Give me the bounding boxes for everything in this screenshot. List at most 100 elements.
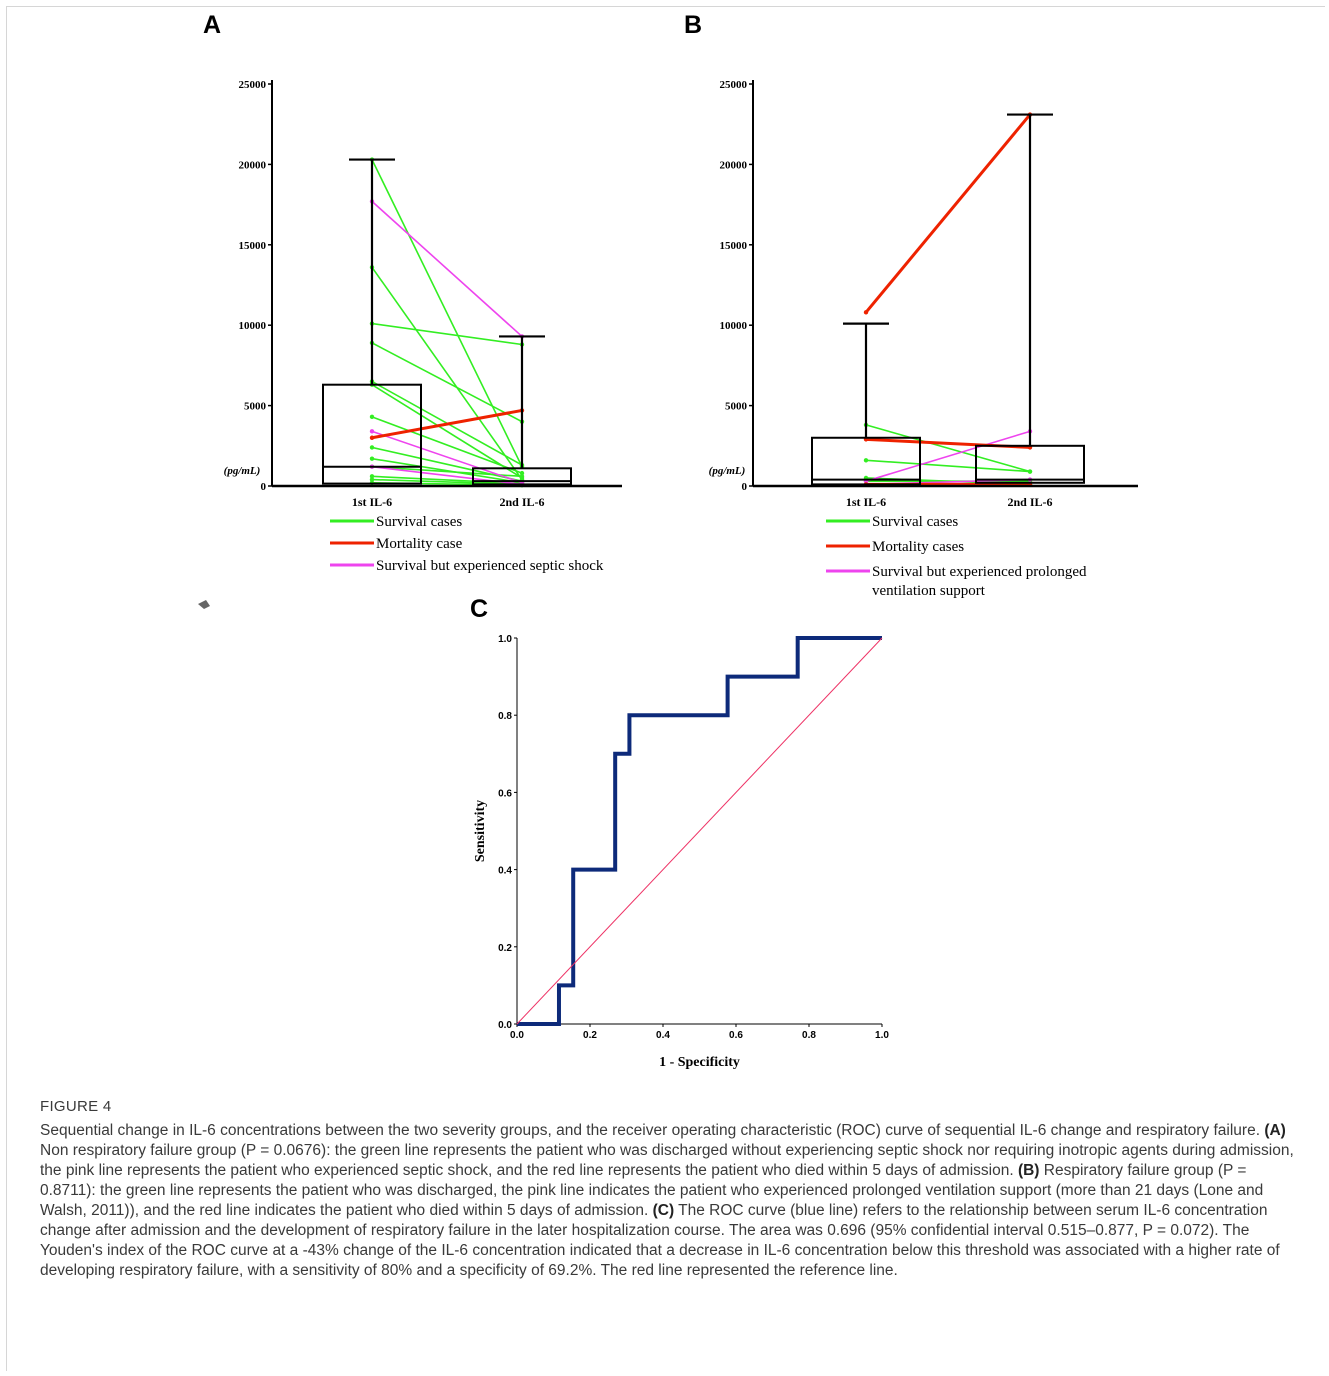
panel-a-y-tick-label: 15000 [239, 240, 267, 252]
panel-c-x-tick-label: 0.6 [729, 1030, 743, 1041]
panel-b-legend-label: Survival cases [872, 514, 958, 530]
panel-a-y-unit: (pg/mL) [224, 465, 261, 477]
panel-a-survival-point [519, 474, 525, 479]
panel-c-y-tick-label: 0.6 [498, 788, 512, 799]
panel-b-category-label: 2nd IL-6 [1007, 495, 1052, 509]
caption-c-text: The ROC curve (blue line) refers to the … [40, 1202, 1280, 1279]
panel-a-letter: A [203, 11, 221, 39]
figure-title: FIGURE 4 [40, 1098, 112, 1115]
panel-b-survival-line [865, 424, 1031, 473]
panel-a-survival-point [369, 414, 375, 420]
panel-a-category-label: 2nd IL-6 [499, 495, 544, 509]
caption-lead: Sequential change in IL-6 concentrations… [40, 1122, 1261, 1139]
figure-frame [6, 6, 1325, 1371]
panel-a: A 0 5000 10000 15000 20000 25000 (pg/mL) 1st IL… [203, 11, 622, 574]
panel-c-x-tick-label: 0.4 [656, 1030, 670, 1041]
panel-b-y-tick-label: 25000 [720, 79, 748, 91]
panel-c-y-tick-label: 0.0 [498, 1020, 512, 1031]
panel-a-boxes [322, 158, 572, 486]
panel-a-mortality-point [369, 435, 375, 440]
panel-b-survival-point [863, 458, 869, 463]
caption-text: Sequential change in IL-6 concentrations… [40, 1121, 1302, 1281]
panel-a-category-label: 1st IL-6 [352, 495, 392, 509]
panel-a-septic-line [371, 430, 523, 484]
panel-c-letter: C [470, 595, 488, 623]
panel-a-survival-line [371, 342, 523, 423]
panel-a-survival-line [371, 416, 523, 474]
panel-b-box [975, 444, 1085, 484]
panel-a-legend-label: Survival but experienced septic shock [376, 558, 604, 574]
panel-c-reference-line [516, 637, 883, 1025]
panel-b-y-tick-label: 10000 [720, 320, 748, 332]
panel-a-survival-point [369, 445, 375, 450]
panel-b-category-label: 1st IL-6 [846, 495, 886, 509]
figure-caption: FIGURE 4 Sequential change in IL-6 conce… [40, 1098, 1302, 1281]
panel-a-survival-line [371, 475, 523, 485]
panel-a-y-tick-label: 25000 [239, 79, 267, 91]
panel-a-y-tick-label: 0 [261, 481, 267, 493]
panel-b-y-unit: (pg/mL) [709, 465, 746, 477]
panel-a-y-tick-label: 20000 [239, 159, 267, 171]
panel-a-box [472, 467, 572, 486]
panel-c-y-tick-label: 0.8 [498, 711, 512, 722]
panel-c-roc-curve [517, 636, 882, 1026]
panel-c-x-tick-label: 1.0 [875, 1030, 889, 1041]
panel-c-plot: 0.00.0 0.2 0.2 0.4 0.4 0.6 0.6 0.8 0.8 1.0 1.0 1 - … [473, 634, 889, 1070]
panel-c-y-label: Sensitivity [473, 800, 488, 862]
panel-a-survival-line [371, 457, 523, 484]
caption-a-tag: (A) [1264, 1122, 1286, 1139]
panel-b-legend-label-cont: ventilation support [872, 583, 986, 599]
panel-b-y-tick-label: 15000 [720, 240, 748, 252]
panel-b: B 0 5000 10000 15000 20000 25000 (pg/mL) 1st IL… [684, 11, 1138, 599]
panel-a-survival-line [371, 384, 523, 479]
panel-a-survival-line [371, 322, 523, 346]
panel-b-box [811, 436, 921, 486]
caption-a-text: Non respiratory failure group (P = 0.067… [40, 1142, 1294, 1179]
panel-a-survival-line [371, 159, 523, 468]
panel-b-survival-point [1027, 469, 1033, 474]
panel-a-survival-point [369, 456, 375, 461]
panel-a-patient-lines [369, 157, 525, 488]
panel-b-y-tick-label: 0 [742, 481, 748, 493]
panel-a-survival-point [369, 477, 375, 482]
caption-c-tag: (C) [652, 1202, 675, 1219]
panel-a-survival-point [369, 474, 375, 479]
panel-a-y-tick-label: 10000 [239, 320, 267, 332]
caption-b-tag: (B) [1017, 1162, 1040, 1179]
panel-b-letter: B [684, 11, 702, 39]
panel-b-axes: 0 5000 10000 15000 20000 25000 (pg/mL) 1st IL-6… [709, 79, 1138, 509]
panel-c-x-tick-label: 0.8 [802, 1030, 816, 1041]
panel-b-legend-label: Survival but experienced prolonged [872, 564, 1087, 580]
panel-c-y-tick-label: 1.0 [498, 634, 512, 645]
panel-a-legend-label: Survival cases [376, 514, 462, 530]
panel-c: C 0.00.0 0.2 0.2 0.4 0.4 0.6 0.6 0.8 0.8 1.0 1.0 1 … [470, 595, 889, 1070]
panel-a-septic-line [371, 200, 523, 338]
panel-b-legend: Survival cases Mortality cases Survival bu… [826, 514, 1087, 599]
panel-b-survival-line [865, 459, 1031, 473]
panel-a-mortality-line [371, 408, 523, 440]
panel-b-mortality-point [863, 310, 869, 315]
panel-b-y-tick-label: 5000 [725, 401, 748, 413]
panel-a-survival-line [371, 446, 523, 482]
panel-b-mortality-line [864, 113, 1032, 314]
cursor-icon [198, 600, 210, 609]
panel-a-survival-point [519, 470, 525, 476]
panel-c-x-tick-label: 0.0 [510, 1030, 524, 1041]
panel-a-septic-point [369, 429, 375, 434]
panel-a-y-tick-label: 5000 [244, 401, 267, 413]
panel-b-patient-lines [863, 112, 1033, 487]
panel-b-y-tick-label: 20000 [720, 159, 748, 171]
panel-a-box [322, 383, 422, 485]
caption-b-text: Respiratory failure group (P = 0.8711): … [40, 1162, 1264, 1219]
panel-a-axes: 0 5000 10000 15000 20000 25000 (pg/mL) 1st IL-6… [224, 79, 622, 509]
panel-a-legend: Survival cases Mortality case Survival but… [330, 514, 604, 574]
panel-b-septic-line [865, 430, 1031, 482]
panel-a-survival-line [371, 266, 523, 481]
panel-c-y-tick-label: 0.2 [498, 943, 512, 954]
panel-c-x-label: 1 - Specificity [659, 1055, 740, 1070]
panel-a-legend-label: Mortality case [376, 536, 463, 552]
panel-c-x-tick-label: 0.2 [583, 1030, 597, 1041]
panel-b-legend-label: Mortality cases [872, 539, 964, 555]
panel-c-y-tick-label: 0.4 [498, 866, 512, 877]
